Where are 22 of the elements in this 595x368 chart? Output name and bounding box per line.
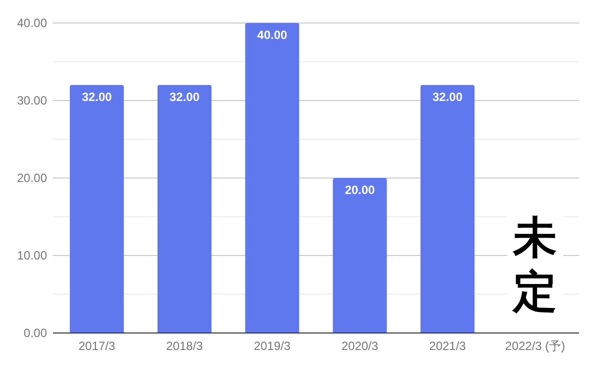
bar bbox=[70, 85, 124, 333]
data-label: 20.00 bbox=[344, 183, 376, 197]
x-tick-label: 2020/3 bbox=[341, 339, 379, 353]
data-label: 32.00 bbox=[82, 90, 112, 104]
y-tick-label: 10.00 bbox=[16, 248, 48, 262]
bar bbox=[332, 178, 387, 333]
data-label: 32.00 bbox=[432, 90, 463, 104]
x-tick-label: 2021/3 bbox=[429, 339, 466, 353]
y-tick-label: 0.00 bbox=[24, 326, 48, 340]
x-tick-label: 2017/3 bbox=[78, 339, 116, 353]
bar bbox=[245, 23, 300, 333]
annotation: 未定 bbox=[512, 212, 558, 318]
data-label: 40.00 bbox=[257, 28, 288, 42]
x-tick-label: 2019/3 bbox=[254, 339, 291, 353]
bar bbox=[158, 85, 212, 333]
y-tick-label: 20.00 bbox=[16, 171, 48, 185]
x-tick-label: 2018/3 bbox=[166, 339, 204, 353]
bar bbox=[420, 85, 474, 333]
x-tick-label: 2022/3 (予) bbox=[505, 339, 566, 353]
y-tick-label: 30.00 bbox=[16, 94, 48, 108]
y-tick-label: 40.00 bbox=[16, 16, 48, 30]
data-label: 32.00 bbox=[169, 90, 200, 104]
